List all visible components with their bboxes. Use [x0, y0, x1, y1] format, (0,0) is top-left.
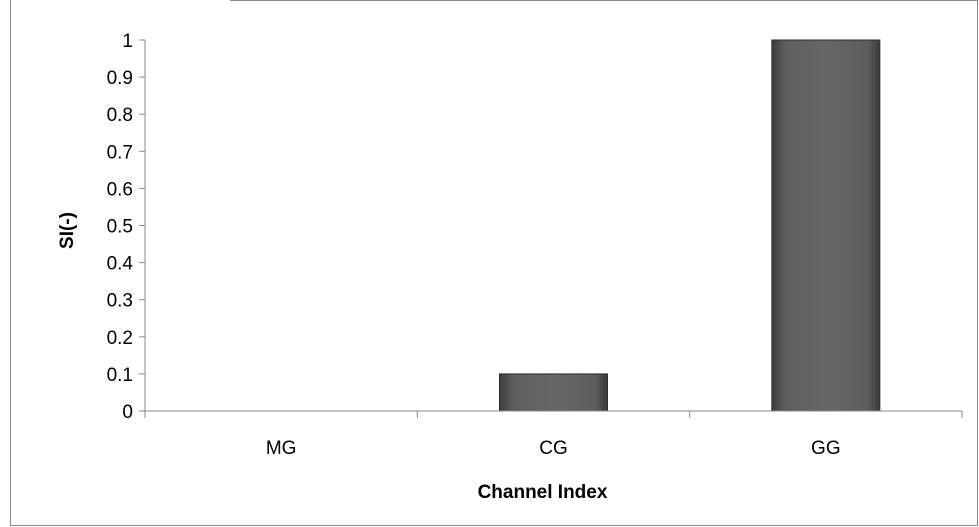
y-tick-label: 0.9	[107, 68, 133, 89]
y-tick-label: 0.6	[107, 179, 133, 200]
chart-frame	[10, 0, 978, 526]
chart-frame-top-rule	[230, 0, 978, 1]
x-axis-title: Channel Index	[478, 482, 608, 503]
bar-cg	[499, 373, 608, 412]
y-tick-label: 0.8	[107, 105, 133, 126]
x-tick-label-mg: MG	[266, 438, 297, 459]
y-ticks-group: 0 0.1 0.2 0.3 0.4 0.5 0.6 0.7 0.8 0.9 1	[107, 31, 145, 423]
y-tick-label: 0.4	[107, 254, 134, 275]
x-ticks-group: MG CG GG	[144, 411, 963, 459]
bars-group	[499, 39, 881, 412]
x-tick-label-cg: CG	[539, 438, 568, 459]
y-tick-label: 0	[122, 402, 133, 423]
bar-gg	[771, 39, 881, 412]
y-tick-label: 0.1	[107, 365, 133, 386]
y-tick-label: 0.7	[107, 142, 133, 163]
x-tick-label-gg: GG	[811, 438, 841, 459]
y-axis-title: SI(-)	[57, 212, 78, 249]
y-tick-label: 1	[122, 31, 133, 52]
y-tick-label: 0.3	[107, 291, 133, 312]
y-tick-label: 0.5	[107, 217, 133, 238]
y-tick-label: 0.2	[107, 328, 133, 349]
